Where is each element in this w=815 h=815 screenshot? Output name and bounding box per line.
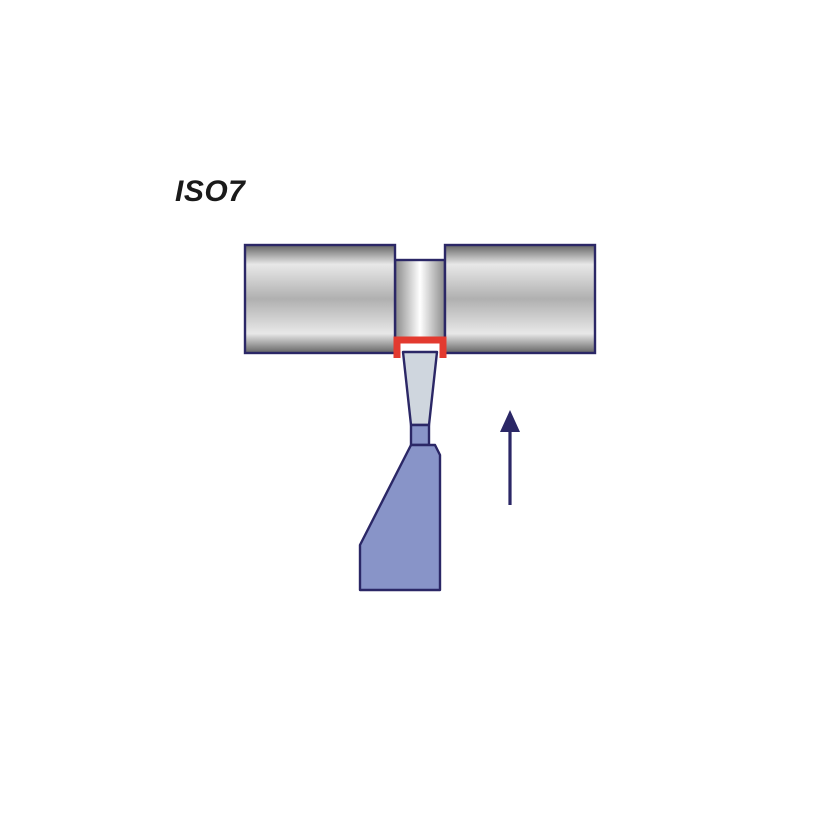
feed-arrow <box>500 410 520 505</box>
workpiece-ring-left <box>245 245 395 353</box>
tool-insert <box>403 352 437 425</box>
diagram-svg <box>0 0 815 815</box>
feed-arrow-head <box>500 410 520 432</box>
diagram-canvas: ISO7 <box>0 0 815 815</box>
workpiece-ring-right <box>445 245 595 353</box>
tool-neck <box>411 425 429 445</box>
tool-holder <box>360 445 440 590</box>
workpiece-shaft <box>395 260 445 338</box>
